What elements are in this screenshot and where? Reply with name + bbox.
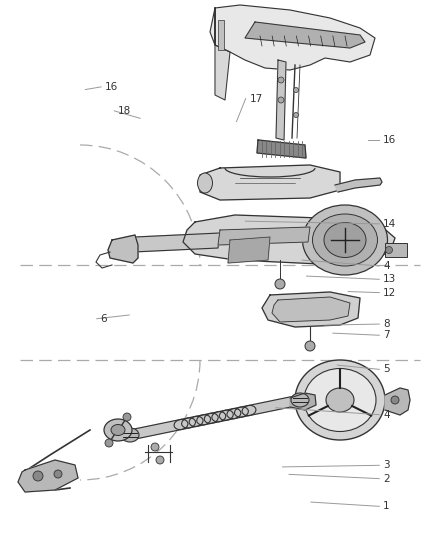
Circle shape [391, 396, 399, 404]
Polygon shape [183, 215, 395, 264]
Circle shape [156, 456, 164, 464]
Ellipse shape [304, 368, 376, 432]
Text: 7: 7 [383, 330, 390, 340]
Ellipse shape [312, 214, 378, 266]
Polygon shape [385, 388, 410, 415]
Polygon shape [210, 5, 375, 70]
Ellipse shape [291, 393, 309, 407]
Circle shape [305, 341, 315, 351]
Text: 4: 4 [383, 261, 390, 271]
Polygon shape [108, 235, 138, 263]
Polygon shape [215, 8, 230, 100]
Polygon shape [200, 165, 340, 200]
Text: 13: 13 [383, 274, 396, 284]
Text: 2: 2 [383, 474, 390, 483]
Ellipse shape [104, 419, 132, 441]
Circle shape [151, 443, 159, 451]
Polygon shape [245, 22, 365, 48]
Ellipse shape [198, 173, 212, 193]
Circle shape [123, 413, 131, 421]
Circle shape [278, 77, 284, 83]
Circle shape [293, 87, 299, 93]
Ellipse shape [324, 222, 366, 257]
Text: 18: 18 [118, 106, 131, 116]
Polygon shape [129, 395, 301, 440]
Text: 6: 6 [101, 314, 107, 324]
Polygon shape [272, 297, 350, 322]
Text: 8: 8 [383, 319, 390, 329]
Circle shape [105, 439, 113, 447]
FancyBboxPatch shape [218, 20, 224, 50]
Text: 4: 4 [383, 410, 390, 419]
Text: 3: 3 [383, 461, 390, 470]
Circle shape [278, 97, 284, 103]
Polygon shape [218, 227, 310, 245]
Text: 16: 16 [383, 135, 396, 144]
Polygon shape [133, 233, 220, 252]
Polygon shape [228, 237, 270, 263]
Polygon shape [335, 178, 382, 192]
Circle shape [33, 471, 43, 481]
Text: 16: 16 [105, 82, 118, 92]
Text: 5: 5 [383, 365, 390, 374]
Text: 12: 12 [383, 288, 396, 297]
Polygon shape [262, 292, 360, 327]
Polygon shape [290, 393, 316, 410]
Ellipse shape [121, 428, 139, 442]
Text: 1: 1 [383, 502, 390, 511]
Polygon shape [276, 60, 286, 140]
Circle shape [54, 470, 62, 478]
Ellipse shape [326, 388, 354, 412]
Ellipse shape [303, 205, 388, 275]
Polygon shape [257, 140, 306, 158]
Ellipse shape [295, 360, 385, 440]
FancyBboxPatch shape [385, 243, 407, 257]
Ellipse shape [111, 424, 125, 435]
Circle shape [385, 246, 392, 254]
Circle shape [275, 279, 285, 289]
Polygon shape [18, 460, 78, 492]
Text: 17: 17 [250, 94, 263, 103]
Circle shape [293, 112, 299, 117]
Text: 14: 14 [383, 219, 396, 229]
